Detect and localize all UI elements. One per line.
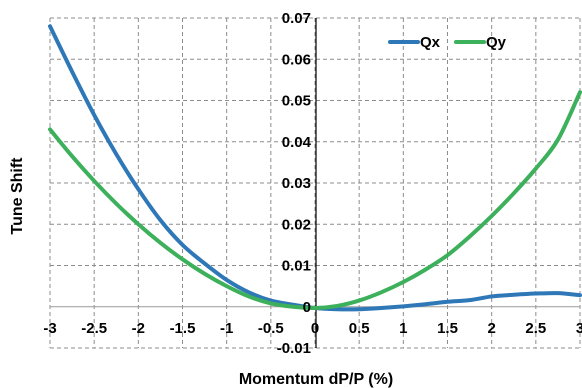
- y-tick-label: 0.02: [282, 216, 311, 233]
- legend-label-qy: Qy: [486, 34, 507, 51]
- y-tick-label: 0.04: [282, 134, 312, 151]
- x-tick-label: -1.5: [170, 320, 196, 337]
- y-tick-label: -0.01: [277, 340, 311, 357]
- x-tick-label: 1: [399, 320, 407, 337]
- y-tick-label: 0.05: [282, 93, 311, 110]
- series-line-qy: [48, 90, 582, 311]
- grid: [49, 17, 581, 349]
- x-tick-label: -2: [132, 320, 145, 337]
- x-tick-label: 0: [311, 320, 319, 337]
- legend-label-qx: Qx: [420, 34, 441, 51]
- y-tick-label: 0.01: [282, 258, 311, 275]
- x-tick-label: -3: [43, 320, 56, 337]
- legend: Qx Qy: [388, 34, 507, 51]
- x-tick-label: -2.5: [81, 320, 107, 337]
- series-lines: [48, 24, 582, 312]
- x-tick-labels: -3 -2.5 -2 -1.5 -1 -0.5 0 0.5 1 1.5 2 2.5 3: [43, 320, 582, 337]
- x-tick-label: 0.5: [349, 320, 370, 337]
- y-tick-label: 0.03: [282, 175, 311, 192]
- x-axis-title: Momentum dP/P (%): [239, 371, 393, 388]
- y-tick-label: 0: [303, 299, 311, 316]
- x-tick-label: 2.5: [525, 320, 546, 337]
- x-tick-label: 1.5: [437, 320, 458, 337]
- x-tick-label: -0.5: [258, 320, 284, 337]
- y-axis-title: Tune Shift: [9, 157, 26, 235]
- x-tick-label: -1: [220, 320, 233, 337]
- y-tick-label: 0.06: [282, 51, 311, 68]
- y-tick-labels: -0.01 0 0.01 0.02 0.03 0.04 0.05 0.06 0.07: [277, 10, 312, 357]
- x-tick-label: 2: [487, 320, 495, 337]
- y-tick-label: 0.07: [282, 10, 311, 27]
- x-tick-label: 3: [576, 320, 582, 337]
